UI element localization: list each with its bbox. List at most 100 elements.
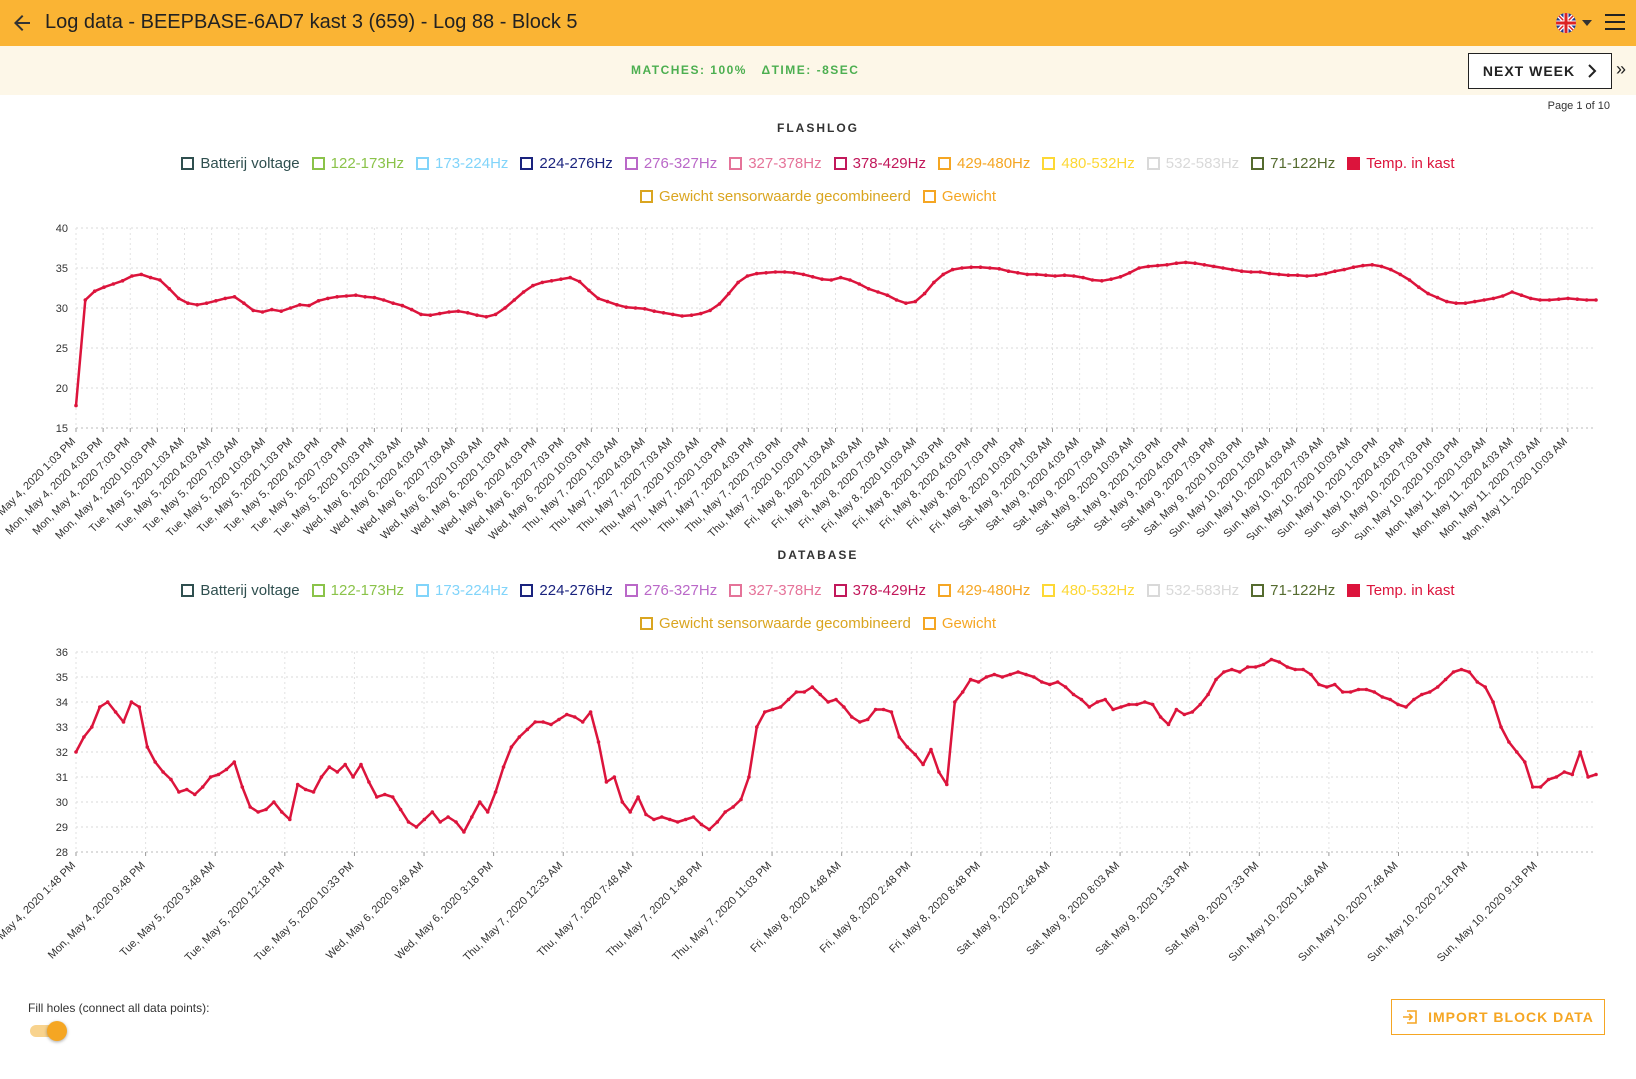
- legend-item[interactable]: 429-480Hz: [937, 582, 1030, 599]
- data-point: [885, 293, 890, 297]
- data-point: [1118, 275, 1123, 279]
- legend-item[interactable]: Gewicht sensorwaarde gecombineerd: [640, 615, 911, 632]
- legend-label: 122-173Hz: [330, 155, 405, 172]
- data-point: [120, 279, 125, 283]
- data-point: [1314, 273, 1318, 277]
- data-point: [1211, 264, 1216, 269]
- data-point: [922, 291, 927, 296]
- data-point: [428, 313, 433, 317]
- data-point: [580, 720, 585, 724]
- legend-label: Batterij voltage: [200, 582, 300, 599]
- chart-title-database: DATABASE: [777, 548, 859, 562]
- legend-item[interactable]: 532-583Hz: [1146, 582, 1239, 599]
- data-point: [866, 287, 871, 291]
- data-point: [559, 277, 563, 281]
- legend-item[interactable]: 327-378Hz: [729, 155, 822, 172]
- legend-item[interactable]: 224-276Hz: [520, 155, 613, 172]
- data-point: [240, 785, 245, 789]
- data-point: [493, 790, 498, 794]
- legend-item[interactable]: 480-532Hz: [1042, 582, 1135, 599]
- data-point: [303, 787, 308, 792]
- data-point: [565, 712, 569, 717]
- data-point: [533, 720, 537, 724]
- data-point: [1594, 298, 1598, 302]
- legend-item[interactable]: 276-327Hz: [624, 582, 717, 599]
- y-tick-label: 28: [56, 847, 68, 859]
- legend-item[interactable]: 378-429Hz: [833, 155, 926, 172]
- data-point: [699, 311, 703, 316]
- data-point: [1404, 705, 1408, 709]
- legend-item[interactable]: 429-480Hz: [937, 155, 1031, 172]
- legend-label: 480-532Hz: [1061, 582, 1135, 599]
- data-point: [485, 810, 490, 814]
- data-point: [311, 790, 316, 794]
- legend-item[interactable]: 122-173Hz: [311, 582, 404, 599]
- legend-item[interactable]: 224-276Hz: [520, 582, 613, 599]
- data-point: [540, 280, 545, 285]
- data-point: [260, 310, 265, 314]
- data-point: [113, 710, 118, 714]
- legend-item[interactable]: Batterij voltage: [181, 582, 300, 599]
- import-block-data-button[interactable]: IMPORT BLOCK DATA: [1391, 999, 1605, 1035]
- legend-item[interactable]: Batterij voltage: [181, 155, 300, 172]
- data-point: [214, 299, 218, 303]
- legend-item[interactable]: Gewicht sensorwaarde gecombineerd: [640, 188, 911, 205]
- legend-item[interactable]: 122-173Hz: [311, 155, 405, 172]
- data-point: [826, 700, 830, 704]
- chart-legend-flashlog: Batterij voltage 122-173Hz 173-224Hz 224-27…: [0, 155, 1636, 205]
- data-point: [1016, 271, 1020, 275]
- fill-holes-toggle[interactable]: [30, 1021, 67, 1041]
- data-point: [1238, 670, 1242, 674]
- data-point: [344, 294, 349, 298]
- data-point: [1417, 285, 1421, 289]
- data-point: [968, 677, 973, 682]
- legend-item[interactable]: 71-122Hz: [1251, 155, 1335, 172]
- legend-item[interactable]: 173-224Hz: [416, 582, 508, 599]
- uk-flag-icon[interactable]: [1556, 13, 1576, 33]
- legend-swatch: [729, 584, 743, 597]
- data-point: [280, 810, 284, 814]
- legend-swatch: [833, 584, 847, 597]
- y-tick-label: 36: [56, 647, 68, 659]
- legend-item[interactable]: Gewicht: [922, 615, 996, 632]
- legend-swatch: [416, 584, 430, 597]
- legend-item[interactable]: 327-378Hz: [729, 582, 822, 599]
- legend-item[interactable]: Temp. in kast: [1347, 582, 1455, 599]
- language-dropdown-icon[interactable]: [1582, 20, 1592, 26]
- data-point: [913, 299, 918, 304]
- data-point: [739, 797, 743, 802]
- data-point: [549, 279, 554, 283]
- legend-item[interactable]: 276-327Hz: [624, 155, 717, 172]
- data-point: [596, 740, 601, 744]
- legend-item[interactable]: Gewicht: [922, 188, 996, 205]
- legend-item[interactable]: 71-122Hz: [1251, 582, 1335, 599]
- data-point: [1025, 272, 1029, 277]
- legend-item[interactable]: 173-224Hz: [416, 155, 508, 172]
- hamburger-menu-icon[interactable]: [1605, 14, 1625, 32]
- legend-item[interactable]: Temp. in kast: [1347, 155, 1455, 172]
- data-point: [531, 283, 535, 288]
- data-point: [1578, 750, 1582, 754]
- data-point: [549, 722, 553, 727]
- legend-item[interactable]: 378-429Hz: [833, 582, 926, 599]
- data-point: [1435, 295, 1440, 300]
- data-point: [794, 690, 799, 694]
- legend-label: 429-480Hz: [956, 155, 1031, 172]
- y-tick-label: 25: [56, 343, 68, 355]
- data-point: [307, 303, 311, 308]
- data-point: [929, 747, 933, 752]
- data-point: [1586, 775, 1590, 779]
- data-point: [708, 308, 712, 313]
- data-point: [1166, 722, 1171, 727]
- data-point: [1032, 675, 1036, 679]
- data-point: [74, 750, 78, 754]
- data-point: [541, 720, 545, 724]
- double-chevron-right-icon[interactable]: »: [1616, 59, 1627, 79]
- arrow-left-icon[interactable]: [10, 11, 34, 35]
- data-point: [605, 299, 610, 304]
- legend-item[interactable]: 480-532Hz: [1042, 155, 1135, 172]
- data-point: [1584, 298, 1589, 302]
- data-point: [1239, 269, 1244, 273]
- next-week-button[interactable]: NEXT WEEK: [1468, 53, 1612, 89]
- legend-item[interactable]: 532-583Hz: [1146, 155, 1239, 172]
